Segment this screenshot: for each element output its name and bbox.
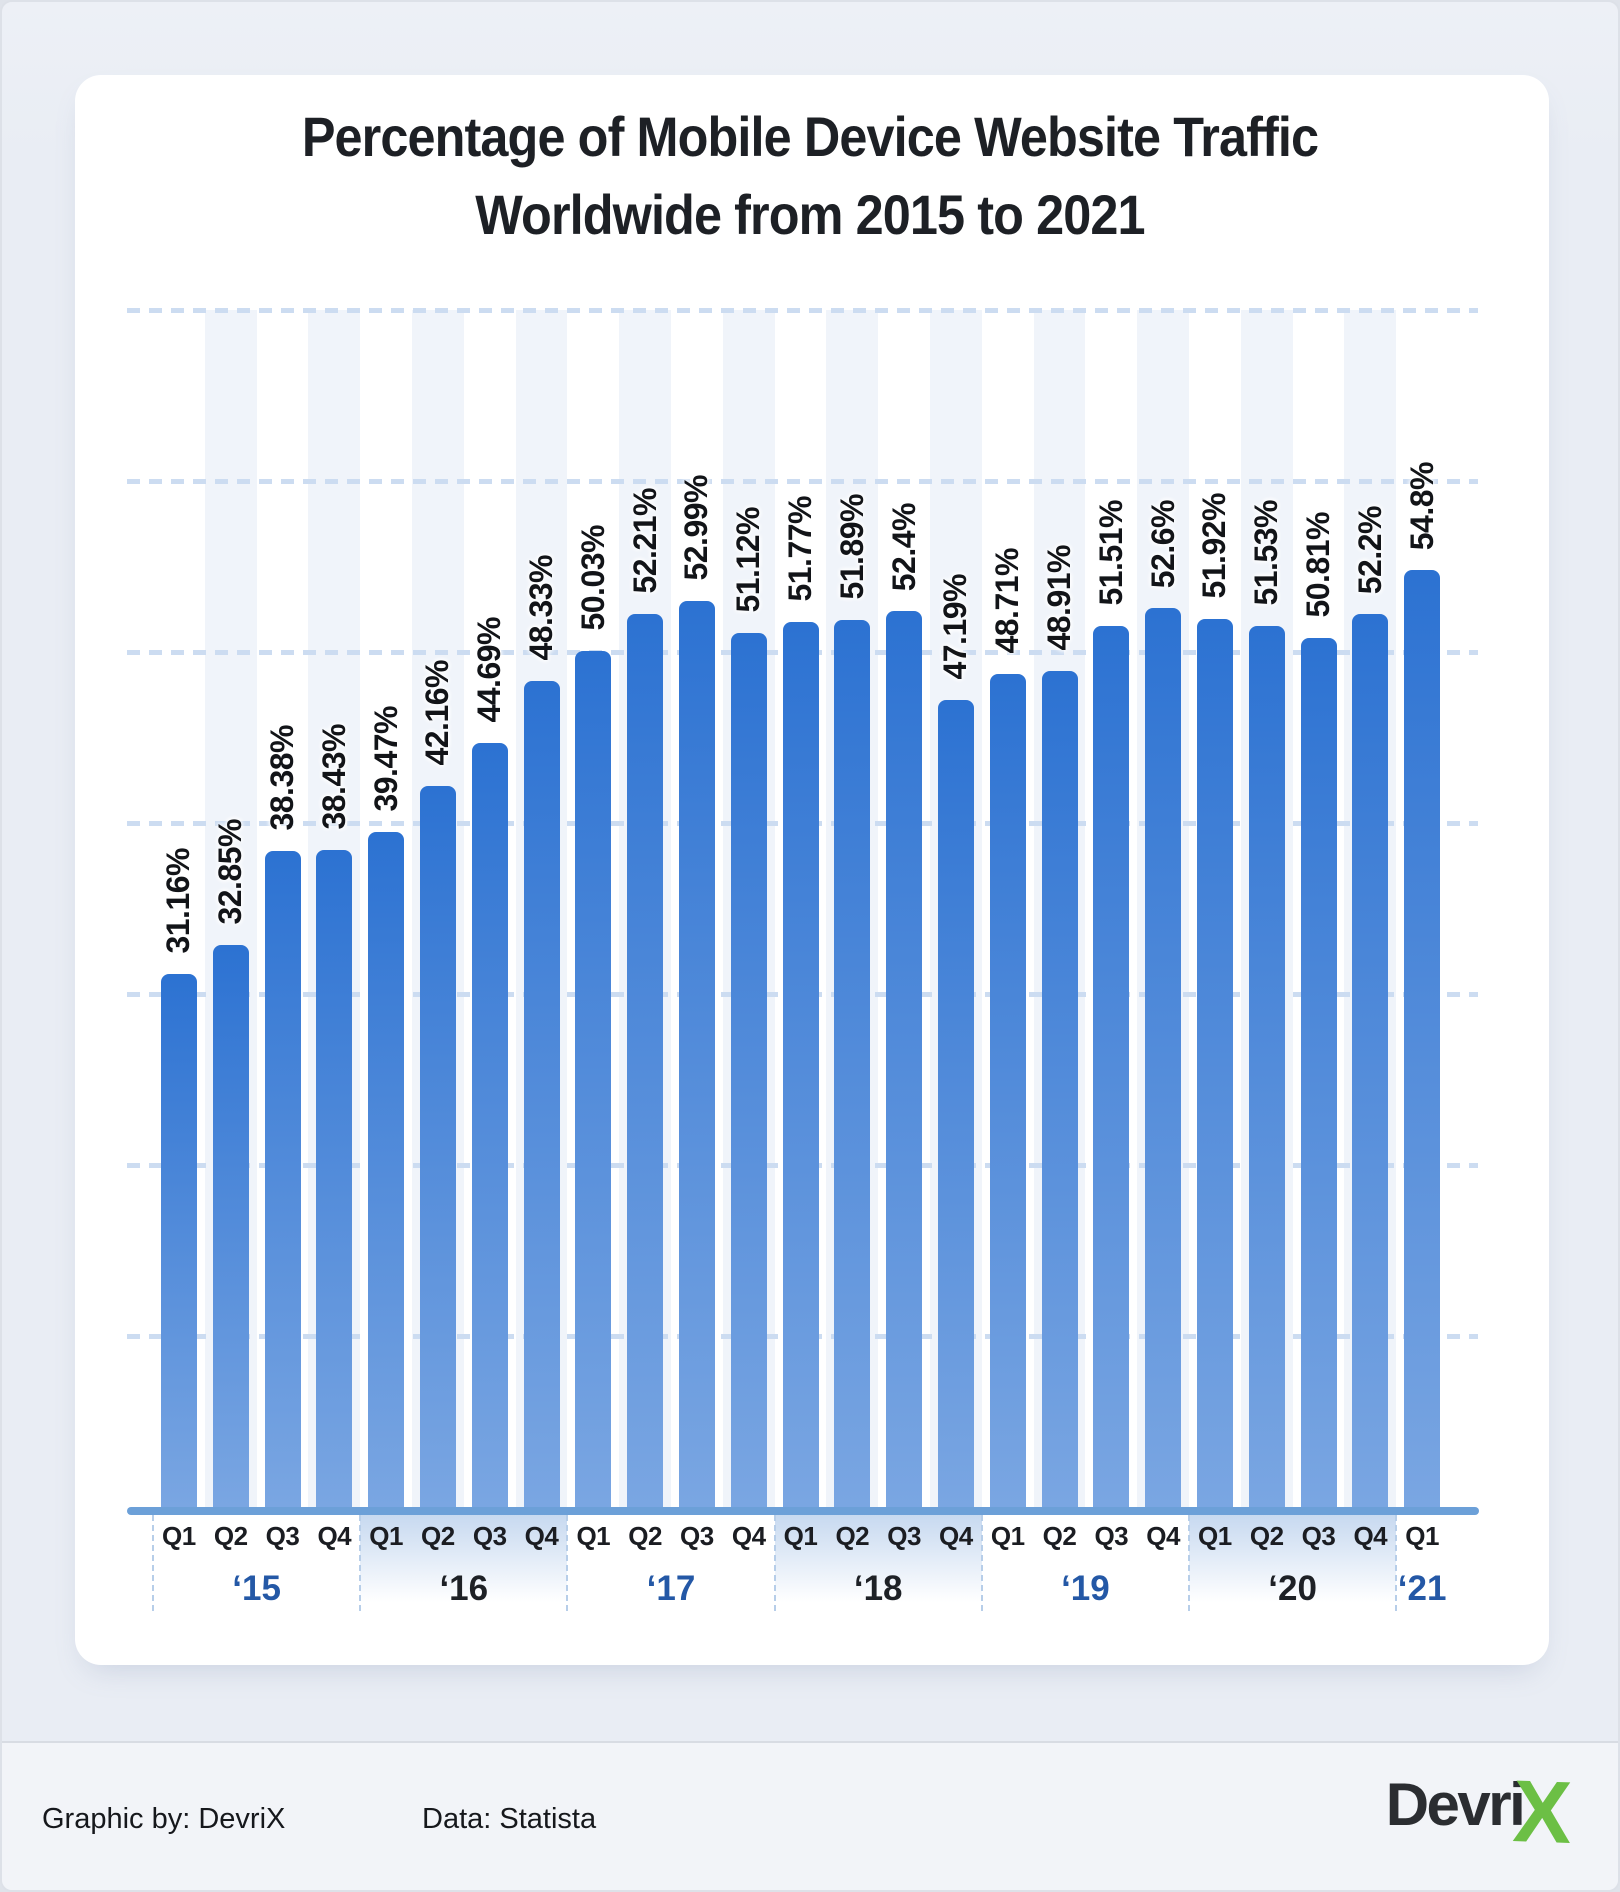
devrix-logo-text: Devri	[1385, 1771, 1526, 1838]
footer-divider	[2, 1741, 1618, 1743]
footer-band	[2, 1743, 1618, 1890]
chart-title-line2: Worldwide from 2015 to 2021	[475, 183, 1145, 246]
devrix-logo-x-icon: X	[1511, 1761, 1574, 1862]
credit-text: Graphic by: DevriX	[42, 1803, 286, 1835]
data-source-text: Data: Statista	[422, 1803, 597, 1835]
devrix-logo: Devri X	[1385, 1761, 1574, 1862]
chart-title-line1: Percentage of Mobile Device Website Traf…	[301, 105, 1319, 168]
chart-card	[75, 75, 1549, 1665]
chart-title: Percentage of Mobile Device Website Traf…	[2, 98, 1618, 254]
